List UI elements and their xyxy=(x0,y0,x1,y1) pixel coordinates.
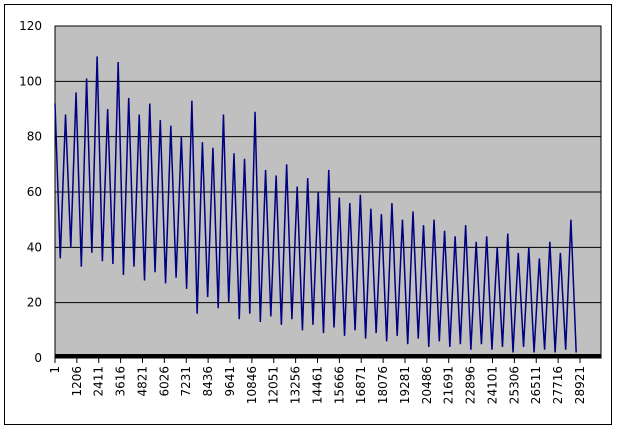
floor xyxy=(55,354,601,358)
x-tick-label: 1 xyxy=(48,366,62,374)
x-tick-label: 10846 xyxy=(245,366,259,404)
x-tick-label: 16871 xyxy=(354,366,368,404)
x-tick-label: 6026 xyxy=(157,366,171,397)
x-tick-label: 24101 xyxy=(485,366,499,404)
y-tick-label: 100 xyxy=(19,74,42,88)
x-tick-label: 13256 xyxy=(289,366,303,404)
y-tick-label: 20 xyxy=(27,296,42,310)
x-tick-label: 22896 xyxy=(464,366,478,404)
x-tick-label: 8436 xyxy=(201,366,215,397)
x-tick-label: 4821 xyxy=(135,366,149,397)
x-tick-label: 27716 xyxy=(551,366,565,404)
x-tick-label: 26511 xyxy=(529,366,543,404)
x-tick-label: 9641 xyxy=(223,366,237,397)
x-tick-label: 25306 xyxy=(507,366,521,404)
x-tick-label: 12051 xyxy=(267,366,281,404)
x-tick-label: 7231 xyxy=(179,366,193,397)
data-line xyxy=(54,56,577,353)
x-tick-label: 14461 xyxy=(310,366,324,404)
y-tick-label: 80 xyxy=(27,130,42,144)
x-tick-label: 28921 xyxy=(573,366,587,404)
y-tick-label: 0 xyxy=(34,351,42,365)
x-tick-label: 21691 xyxy=(442,366,456,404)
x-tick-label: 3616 xyxy=(114,366,128,397)
x-tick-label: 19281 xyxy=(398,366,412,404)
x-tick-label: 2411 xyxy=(92,366,106,397)
x-tick-label: 18076 xyxy=(376,366,390,404)
y-tick-label: 60 xyxy=(27,185,42,199)
y-tick-label: 40 xyxy=(27,240,42,254)
x-tick-label: 15666 xyxy=(332,366,346,404)
y-tick-label: 120 xyxy=(19,19,42,33)
x-tick-label: 1206 xyxy=(70,366,84,397)
x-tick-label: 20486 xyxy=(420,366,434,404)
